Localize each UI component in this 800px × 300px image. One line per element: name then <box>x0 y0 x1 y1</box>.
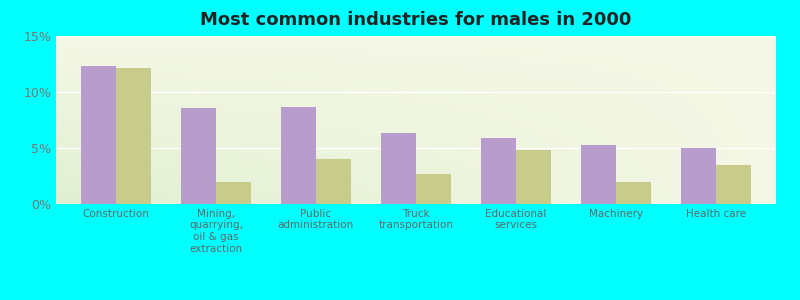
Bar <box>181 108 216 204</box>
Bar <box>616 182 651 204</box>
Bar <box>481 138 516 204</box>
Bar <box>116 68 151 204</box>
Bar <box>516 150 551 204</box>
Bar <box>281 106 316 204</box>
Legend: Salyersville, Kentucky: Salyersville, Kentucky <box>306 296 526 300</box>
Bar <box>381 134 416 204</box>
Bar <box>581 145 616 204</box>
Bar <box>216 182 251 204</box>
Bar <box>716 165 751 204</box>
Title: Most common industries for males in 2000: Most common industries for males in 2000 <box>200 11 632 29</box>
Bar <box>316 159 351 204</box>
Bar <box>416 174 451 204</box>
Bar <box>681 148 716 204</box>
Bar <box>81 66 116 204</box>
